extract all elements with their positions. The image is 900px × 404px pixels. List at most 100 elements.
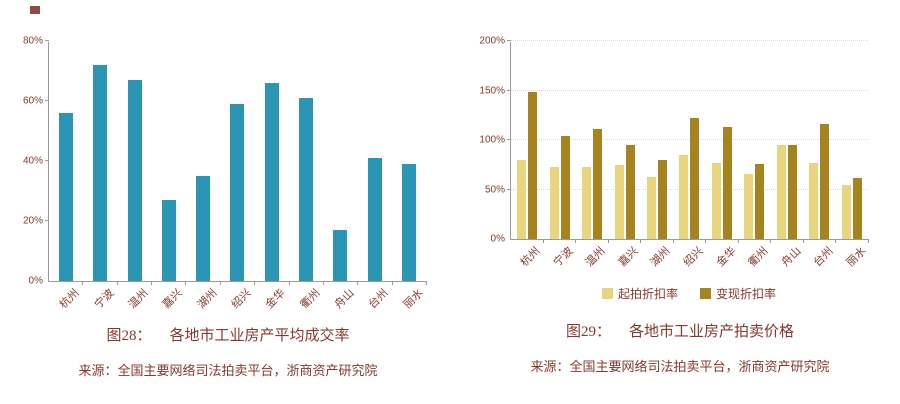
category-cell [803, 42, 835, 239]
y-axis-tick-label: 100% [479, 134, 505, 146]
bar [614, 165, 624, 239]
y-axis-tick [45, 160, 49, 161]
figure-source: 来源：全国主要网络司法拍卖平台，浙商资产研究院 [78, 363, 378, 378]
x-axis-tick [151, 281, 153, 285]
y-axis-tick [45, 100, 49, 101]
y-axis-tick-label: 0% [490, 233, 505, 245]
bar [582, 167, 592, 239]
category-cell [543, 42, 575, 239]
category-cell [673, 42, 705, 239]
bar [401, 164, 416, 281]
x-axis-label: 绍兴 [229, 287, 254, 312]
y-axis-tick-label: 200% [479, 35, 505, 47]
y-axis-tick-label: 60% [22, 95, 43, 107]
bar [59, 113, 74, 281]
category-cell [220, 42, 254, 281]
y-axis-tick [507, 40, 511, 41]
x-axis-tick [357, 281, 359, 285]
x-axis-label: 台州 [811, 245, 836, 270]
bar [528, 92, 538, 239]
x-axis-tick [640, 239, 642, 243]
figure-28: 0% 20% 40% 60% 80% 杭州 宁波 温州 嘉兴 湖州 绍兴 金华 衢州 舟山 台州 丽水 图28… [16, 6, 440, 380]
bar [841, 185, 851, 239]
x-axis-tick [322, 281, 324, 285]
figure-number: 图28： [106, 328, 152, 344]
bar-chart-auction-price: 0% 50% 100% 150% 200% 杭州 宁波 温州 嘉兴 湖州 绍兴 金华 衢州 舟山 台州 丽水 [468, 6, 892, 284]
x-axis-label: 金华 [263, 287, 288, 312]
x-axis-tick [185, 281, 187, 285]
x-axis-tick [426, 281, 427, 285]
legend-item: 变现折扣率 [700, 285, 776, 302]
legend-label: 变现折扣率 [716, 286, 777, 301]
x-axis-tick [575, 239, 577, 243]
x-axis-tick [802, 239, 804, 243]
legend-swatch [700, 287, 711, 299]
x-axis-labels: 杭州 宁波 温州 嘉兴 湖州 绍兴 金华 衢州 舟山 台州 丽水 [510, 240, 868, 284]
y-axis-tick-label: 0% [28, 275, 43, 287]
category-cell [706, 42, 738, 239]
category-cell [738, 42, 770, 239]
y-axis-tick [507, 188, 511, 190]
bar [658, 160, 668, 239]
bar [549, 167, 559, 239]
y-axis-tick-label: 40% [22, 155, 43, 167]
x-axis-label: 温州 [126, 287, 151, 312]
x-axis-tick [835, 239, 837, 243]
bar [787, 145, 797, 239]
chart-legend: 起拍折扣率 变现折扣率 [510, 284, 868, 302]
category-cell [576, 42, 608, 239]
category-cell [323, 42, 357, 281]
category-cell [392, 42, 426, 281]
x-axis-tick [607, 239, 609, 243]
category-cell [608, 42, 640, 239]
bar [820, 124, 830, 239]
y-axis-tick [507, 139, 511, 140]
category-cell [255, 42, 289, 281]
x-axis-label: 杭州 [518, 245, 543, 270]
bar [93, 65, 108, 281]
x-axis-label: 湖州 [649, 245, 674, 270]
x-axis-label: 绍兴 [681, 245, 706, 270]
figure-caption: 图29： 各地市工业房产拍卖价格 [468, 322, 892, 342]
bar [647, 177, 657, 239]
figure-title: 各地市工业房产平均成交率 [169, 328, 350, 344]
x-axis-label: 杭州 [57, 287, 82, 312]
gridline [511, 40, 868, 41]
bar [298, 98, 313, 281]
bar [264, 83, 279, 281]
x-axis-label: 金华 [714, 245, 739, 270]
bar [744, 174, 754, 239]
bar [755, 164, 765, 239]
legend-item: 起拍折扣率 [601, 285, 678, 302]
bar [722, 127, 732, 239]
category-cell [289, 42, 323, 281]
y-axis-tick-label: 150% [479, 85, 505, 96]
bar [679, 155, 689, 239]
x-axis-label: 宁波 [551, 245, 576, 270]
category-cell [186, 42, 220, 281]
gridline [511, 188, 868, 190]
figure-caption: 图28： 各地市工业房产平均成交率 [16, 326, 440, 346]
bar [711, 163, 721, 239]
category-cell [836, 42, 868, 239]
category-cell [771, 42, 803, 239]
x-axis-label: 台州 [367, 287, 392, 312]
figure-29: 0% 50% 100% 150% 200% 杭州 宁波 温州 嘉兴 湖州 绍兴 金华 衢州 舟山 台州 丽水 … [468, 6, 892, 376]
x-axis-label: 宁波 [92, 287, 117, 312]
bar [625, 145, 635, 239]
x-axis-tick [116, 281, 118, 285]
x-axis-label: 湖州 [195, 287, 220, 312]
x-axis-tick [705, 239, 707, 243]
plot-area: 0% 20% 40% 60% 80% [23, 36, 427, 287]
category-cell [641, 42, 673, 239]
bar [560, 136, 570, 239]
y-axis-tick [507, 89, 511, 91]
bars-area [511, 42, 868, 239]
bar [852, 178, 862, 239]
category-cell [49, 42, 83, 281]
x-axis-label: 丽水 [401, 287, 426, 312]
category-cell [357, 42, 391, 281]
x-axis-label: 舟山 [332, 287, 357, 312]
category-cell [118, 42, 152, 281]
